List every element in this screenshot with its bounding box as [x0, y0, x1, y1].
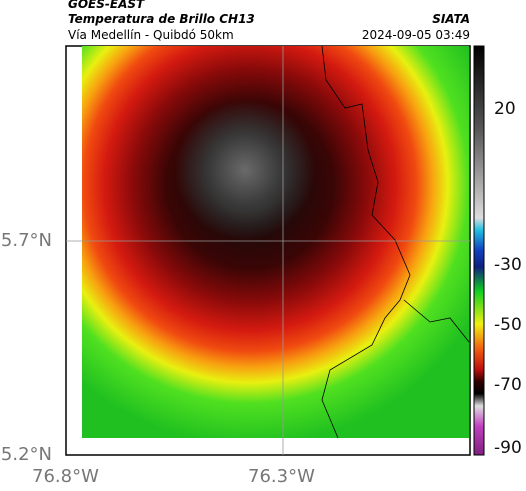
subtitle: Vía Medellín - Quibdó 50km: [68, 28, 234, 42]
cold-core: [82, 46, 469, 438]
title: Temperatura de Brillo CH13: [68, 12, 255, 26]
lon-tick: 76.8°W: [32, 466, 99, 487]
lon-tick: 76.3°W: [248, 466, 315, 487]
colorbar-tick: 20: [494, 99, 516, 119]
colorbar-tick: -50: [494, 315, 522, 335]
colorbar: [473, 45, 485, 456]
lat-tick: 5.2°N: [0, 444, 52, 465]
colorbar-tick: -70: [494, 375, 522, 395]
border: [403, 299, 470, 343]
timestamp: 2024-09-05 03:49: [361, 28, 470, 42]
source: GOES-EAST: [68, 0, 145, 11]
coastline: [321, 45, 411, 439]
lat-tick: 5.7°N: [0, 230, 52, 251]
colorbar-tick: -30: [494, 255, 522, 275]
organization: SIATA: [432, 12, 470, 26]
colorbar-tick: -90: [494, 438, 522, 458]
